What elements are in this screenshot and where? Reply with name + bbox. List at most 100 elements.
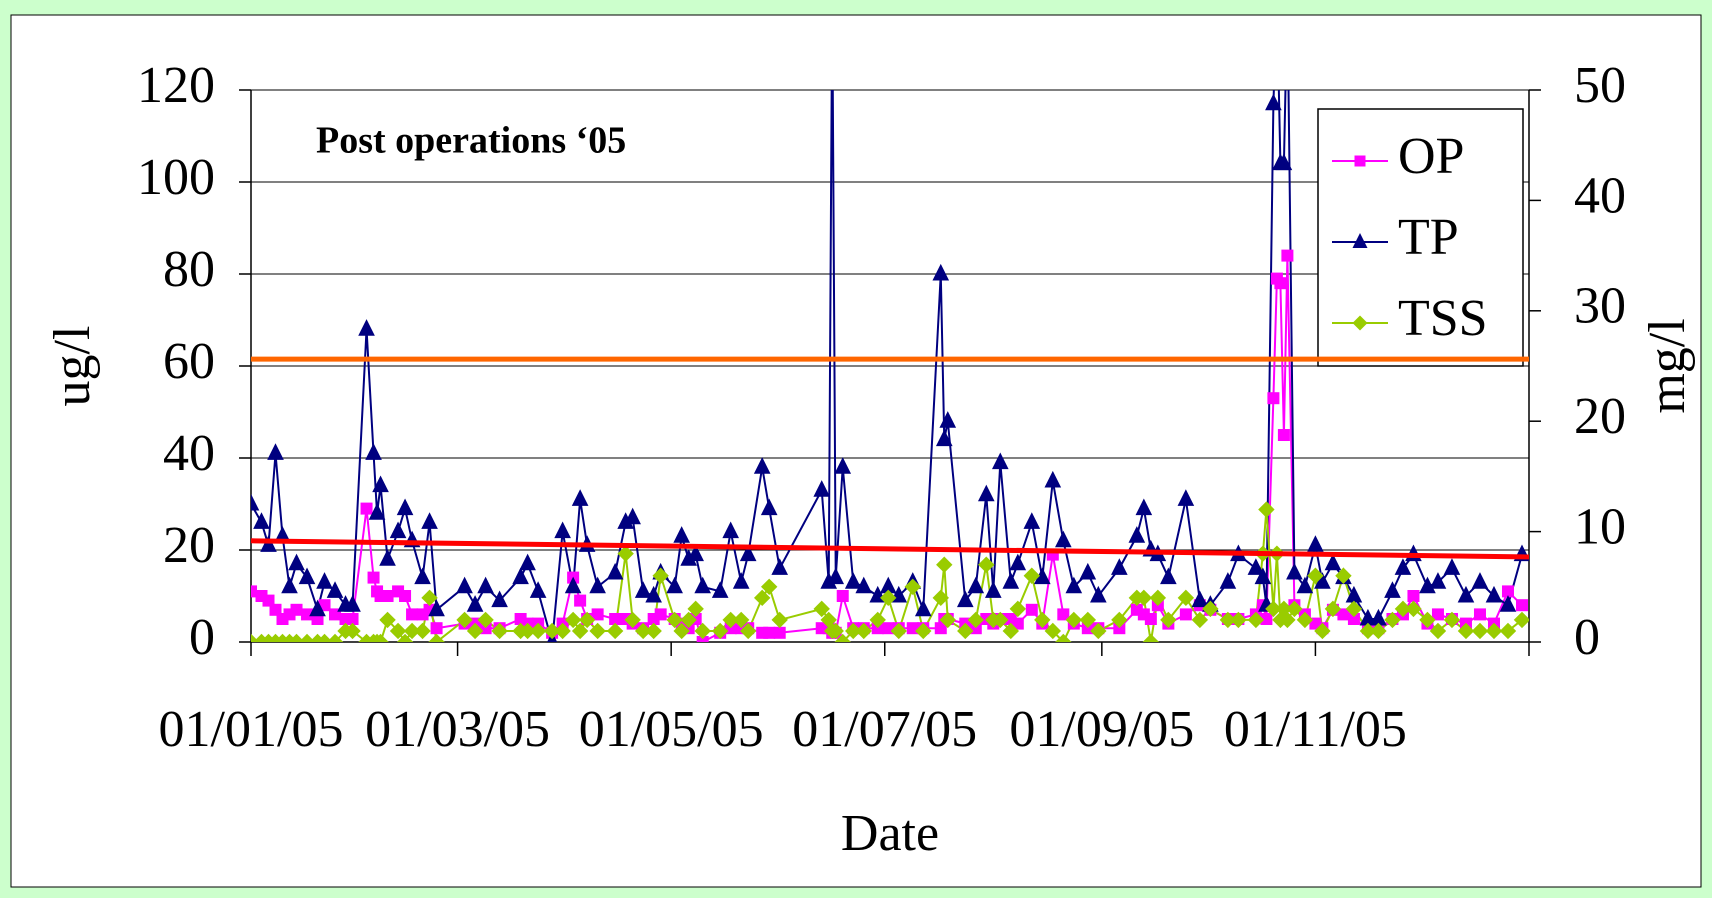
- tss-marker: [1345, 600, 1363, 618]
- tss-marker: [1471, 622, 1489, 640]
- tss-marker: [624, 611, 641, 629]
- tp-marker: [372, 475, 389, 493]
- tss-marker: [1111, 611, 1128, 629]
- op-marker: [290, 603, 303, 616]
- op-marker: [1025, 603, 1038, 616]
- tp-marker: [1065, 576, 1083, 594]
- tss-marker: [732, 611, 750, 629]
- x-tick-label: 01/09/05: [1009, 701, 1194, 758]
- tss-marker: [939, 611, 956, 629]
- legend-label: TSS: [1398, 290, 1488, 347]
- tp-marker: [1296, 576, 1314, 594]
- tp-marker: [666, 576, 683, 594]
- tp-marker: [477, 576, 494, 594]
- tss-marker: [379, 611, 396, 629]
- tss-marker: [967, 611, 984, 629]
- tp-marker: [309, 599, 326, 617]
- x-tick-label: 01/11/05: [1224, 701, 1407, 758]
- tss-marker: [529, 622, 547, 640]
- tp-marker: [673, 526, 690, 543]
- tss-marker: [673, 622, 690, 640]
- tp-marker: [368, 503, 386, 520]
- op-marker: [269, 603, 282, 616]
- y-axis-title: ug/l: [44, 326, 101, 407]
- tp-marker: [456, 576, 473, 594]
- tp-marker: [326, 581, 344, 598]
- tss-marker: [936, 556, 953, 573]
- tp-marker: [414, 567, 431, 585]
- tp-marker: [529, 581, 547, 598]
- tss-marker: [414, 622, 431, 640]
- tss-marker: [1314, 622, 1331, 640]
- tp-marker: [1394, 558, 1412, 575]
- tss-marker: [978, 556, 995, 573]
- tp-marker: [844, 572, 862, 589]
- tp-marker: [389, 521, 407, 539]
- op-marker: [1431, 608, 1444, 621]
- tp-marker: [1324, 553, 1342, 571]
- tss-marker: [1202, 600, 1219, 618]
- op-marker: [574, 594, 587, 607]
- tp-marker: [977, 484, 995, 502]
- tss-marker: [869, 611, 886, 629]
- tss-marker: [1307, 567, 1324, 584]
- tp-marker: [694, 576, 711, 594]
- tss-marker: [1044, 622, 1062, 640]
- tss-marker: [957, 622, 974, 640]
- tss-marker: [890, 622, 907, 640]
- tp-marker: [813, 480, 831, 497]
- op-marker: [430, 622, 443, 635]
- tss-marker: [904, 578, 921, 596]
- tss-marker: [753, 589, 771, 607]
- y-tick-label: 120: [137, 57, 215, 114]
- tp-marker: [316, 572, 333, 589]
- tp-marker: [1055, 530, 1072, 548]
- tp-marker: [1443, 558, 1461, 575]
- tp-marker: [1269, 0, 1284, 4]
- tss-marker: [456, 611, 473, 629]
- tp-marker: [260, 535, 277, 552]
- tss-marker: [855, 622, 872, 640]
- op-marker: [1267, 392, 1280, 405]
- tp-marker: [1254, 567, 1272, 585]
- tss-marker: [389, 622, 407, 640]
- op-marker: [367, 571, 380, 584]
- tss-marker: [880, 589, 897, 607]
- tp-marker: [1002, 572, 1020, 589]
- tp-marker: [645, 585, 662, 603]
- tss-marker: [915, 622, 932, 640]
- op-marker: [1407, 590, 1420, 602]
- legend-marker: [1354, 155, 1366, 167]
- tp-marker: [1429, 572, 1447, 589]
- tp-marker: [1280, 0, 1295, 4]
- tp-marker: [1471, 572, 1489, 589]
- y2-tick-label: 50: [1574, 57, 1626, 114]
- tp-marker: [760, 498, 778, 516]
- op-marker: [654, 608, 667, 621]
- op-marker: [763, 626, 776, 639]
- tss-marker: [932, 589, 949, 607]
- tss-marker: [1177, 589, 1195, 607]
- tss-marker: [428, 633, 445, 642]
- tss-marker: [1443, 611, 1461, 629]
- tss-marker: [1429, 622, 1447, 640]
- tp-marker: [1307, 535, 1324, 552]
- tp-marker: [624, 507, 641, 525]
- op-marker: [1515, 599, 1528, 612]
- tp-marker: [251, 493, 260, 511]
- tp-marker: [834, 457, 852, 474]
- x-tick-label: 01/03/05: [365, 701, 550, 758]
- tp-marker: [753, 457, 771, 474]
- tss-marker: [1160, 611, 1177, 629]
- y-tick-label: 80: [163, 241, 215, 298]
- op-marker: [1277, 429, 1290, 441]
- tss-marker: [1384, 611, 1401, 629]
- tp-marker: [396, 498, 414, 516]
- op-marker: [1473, 608, 1486, 621]
- tss-marker: [1457, 622, 1475, 640]
- y2-tick-label: 20: [1574, 388, 1626, 445]
- op-marker: [1011, 617, 1024, 630]
- tp-marker: [1286, 562, 1303, 580]
- tp-marker: [825, 0, 840, 4]
- legend-marker: [1352, 315, 1368, 331]
